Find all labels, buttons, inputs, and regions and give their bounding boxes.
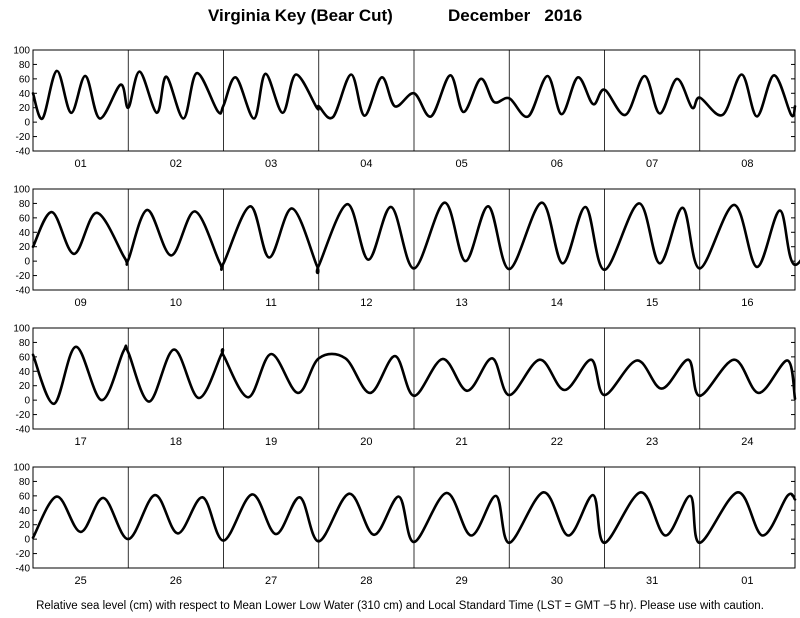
y-tick-label: 0	[24, 118, 30, 129]
day-label: 22	[551, 436, 563, 448]
y-tick-label: 40	[19, 367, 31, 378]
day-label: 02	[170, 158, 182, 170]
day-label: 30	[551, 575, 563, 587]
y-tick-label: 60	[19, 352, 31, 363]
y-tick-label: 20	[19, 520, 31, 531]
day-label: 14	[551, 297, 563, 309]
day-label: 20	[360, 436, 372, 448]
y-tick-label: 40	[19, 89, 31, 100]
y-tick-label: -20	[16, 271, 31, 282]
y-tick-label: 20	[19, 381, 31, 392]
y-tick-label: -20	[16, 410, 31, 421]
day-label: 01	[75, 158, 87, 170]
y-tick-label: 0	[24, 535, 30, 546]
y-tick-label: 80	[19, 477, 31, 488]
day-label: 26	[170, 575, 182, 587]
y-tick-label: -40	[16, 286, 31, 297]
y-tick-label: 100	[13, 324, 30, 335]
day-label: 23	[646, 436, 658, 448]
day-label: 19	[265, 436, 277, 448]
day-label: 25	[75, 575, 87, 587]
y-tick-label: 0	[24, 257, 30, 268]
day-label: 21	[456, 436, 468, 448]
day-label: 15	[646, 297, 658, 309]
day-label: 07	[646, 158, 658, 170]
y-tick-label: 40	[19, 228, 31, 239]
day-label: 11	[265, 297, 276, 309]
day-label: 31	[646, 575, 658, 587]
day-label: 27	[265, 575, 277, 587]
y-tick-label: 60	[19, 213, 31, 224]
day-label: 06	[551, 158, 563, 170]
y-tick-label: 0	[24, 396, 30, 407]
day-label: 08	[741, 158, 753, 170]
y-tick-label: -20	[16, 549, 31, 560]
day-label: 29	[456, 575, 468, 587]
y-tick-label: 100	[13, 185, 30, 196]
chart-title-station: Virginia Key (Bear Cut)	[208, 6, 393, 25]
y-tick-label: 40	[19, 506, 31, 517]
footer-caption: Relative sea level (cm) with respect to …	[36, 600, 764, 612]
day-label: 16	[741, 297, 753, 309]
tide-curve	[31, 344, 797, 406]
tide-curve	[31, 69, 797, 120]
y-tick-label: 20	[19, 103, 31, 114]
y-tick-label: -40	[16, 147, 31, 158]
y-tick-label: 80	[19, 338, 31, 349]
day-label: 04	[360, 158, 372, 170]
day-label: 18	[170, 436, 182, 448]
day-label: 09	[75, 297, 87, 309]
tide-curve	[31, 491, 797, 545]
day-label: 05	[456, 158, 468, 170]
y-tick-label: -20	[16, 132, 31, 143]
day-label: 03	[265, 158, 277, 170]
day-label: 12	[360, 297, 372, 309]
y-tick-label: 80	[19, 199, 31, 210]
day-label: 24	[741, 436, 753, 448]
day-label: 10	[170, 297, 182, 309]
y-tick-label: 60	[19, 491, 31, 502]
day-label: 28	[360, 575, 372, 587]
y-tick-label: 100	[13, 463, 30, 474]
y-tick-label: 60	[19, 74, 31, 85]
y-tick-label: 80	[19, 60, 31, 71]
y-tick-label: 100	[13, 46, 30, 57]
y-tick-label: -40	[16, 564, 31, 575]
tide-curve	[31, 201, 800, 275]
day-label: 01	[741, 575, 753, 587]
day-label: 17	[75, 436, 87, 448]
day-label: 13	[456, 297, 468, 309]
y-tick-label: -40	[16, 425, 31, 436]
chart-title-period: December 2016	[448, 6, 583, 25]
y-tick-label: 20	[19, 242, 31, 253]
chart-title: Virginia Key (Bear Cut) December 2016	[0, 6, 800, 28]
